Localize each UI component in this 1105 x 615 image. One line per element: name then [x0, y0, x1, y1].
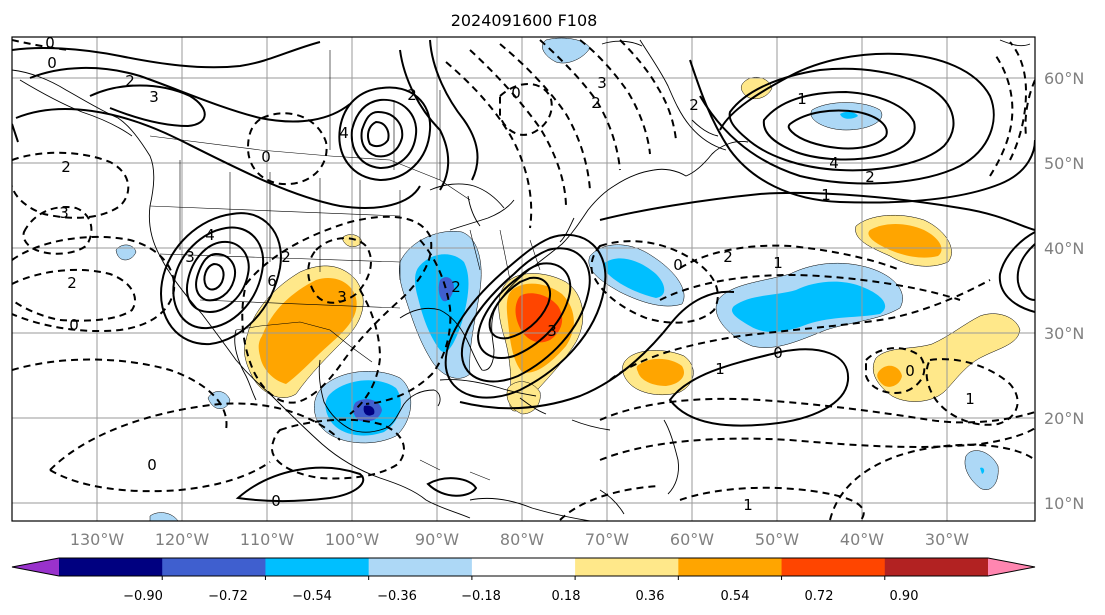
- colorbar-tick-label: 0.36: [636, 589, 665, 604]
- contour-label: 0: [905, 362, 915, 380]
- contour-label: 2: [865, 168, 875, 186]
- lon-tick-label: 130°W: [70, 530, 125, 549]
- contour-label: 2: [689, 96, 699, 114]
- lat-tick-label: 40°N: [1044, 239, 1084, 258]
- colorbar-segment: [162, 558, 266, 576]
- lat-tick-label: 50°N: [1044, 154, 1084, 173]
- contour-label: 3: [547, 322, 557, 340]
- lon-tick-label: 50°W: [755, 530, 799, 549]
- contour-label: 1: [965, 390, 975, 408]
- shading-negative: [115, 37, 999, 521]
- shading-positive: [244, 76, 1021, 415]
- contour-label: 4: [339, 124, 349, 142]
- contour-label: 0: [147, 456, 157, 474]
- contour-label: 3: [597, 74, 607, 92]
- contour-label: 1: [715, 360, 725, 378]
- map-panel: 0 0 2 3 2 3 2 0 3 4 6 2 3 4 0 2 0 2 3 2 …: [12, 34, 1035, 521]
- latitude-labels: 60°N 50°N 40°N 30°N 20°N 10°N: [1044, 69, 1084, 513]
- coastlines: [12, 39, 1031, 521]
- contour-label: 2: [125, 72, 135, 90]
- lon-tick-label: 110°W: [240, 530, 295, 549]
- contour-label: 2: [281, 248, 291, 266]
- colorbar-tick-label: 0.54: [721, 589, 750, 604]
- colorbar-segment: [575, 558, 679, 576]
- contour-label: 2: [61, 158, 71, 176]
- colorbar-tick-label: −0.72: [208, 589, 248, 604]
- contour-label: 0: [511, 84, 521, 102]
- contour-label: 0: [47, 54, 57, 72]
- lat-tick-label: 30°N: [1044, 324, 1084, 343]
- contour-label: 0: [45, 34, 55, 52]
- contour-label: 6: [267, 272, 277, 290]
- contours-negative: [12, 39, 1035, 521]
- contour-label: 4: [205, 226, 215, 244]
- contour-label: 0: [69, 316, 79, 334]
- colorbar-segment: [59, 558, 163, 576]
- lon-tick-label: 60°W: [670, 530, 714, 549]
- colorbar-segment: [368, 558, 473, 576]
- contour-label: 3: [149, 88, 159, 106]
- colorbar-tick-label: 0.72: [805, 589, 834, 604]
- lon-tick-label: 120°W: [155, 530, 210, 549]
- contour-label: 1: [743, 496, 753, 514]
- lon-tick-label: 90°W: [415, 530, 459, 549]
- contour-label: 2: [407, 86, 417, 104]
- contour-label: 3: [337, 288, 347, 306]
- contour-label: 1: [797, 90, 807, 108]
- longitude-labels: 130°W 120°W 110°W 100°W 90°W 80°W 70°W 6…: [70, 530, 969, 549]
- lon-tick-label: 30°W: [925, 530, 969, 549]
- colorbar-segment: [265, 558, 370, 576]
- lat-tick-label: 20°N: [1044, 409, 1084, 428]
- contour-label: 4: [829, 154, 839, 172]
- colorbar-segment: [884, 558, 989, 576]
- lat-tick-label: 10°N: [1044, 494, 1084, 513]
- contour-label: 0: [673, 256, 683, 274]
- contour-label: 2: [723, 248, 733, 266]
- colorbar-tick-label: −0.54: [292, 589, 332, 604]
- lat-tick-label: 60°N: [1044, 69, 1084, 88]
- contour-label: 3: [185, 248, 195, 266]
- colorbar-extend-high: [988, 558, 1035, 576]
- contour-label: 2: [451, 278, 461, 296]
- contour-label: 0: [261, 148, 271, 166]
- lon-tick-label: 80°W: [500, 530, 544, 549]
- colorbar-tick-label: −0.36: [377, 589, 417, 604]
- colorbar-tick-label: −0.18: [461, 589, 501, 604]
- figure-title: 2024091600 F108: [451, 11, 598, 30]
- map-frame: [11, 36, 1036, 522]
- contour-labels: 0 0 2 3 2 3 2 0 3 4 6 2 3 4 0 2 0 2 3 2 …: [45, 34, 975, 514]
- contour-label: 0: [271, 492, 281, 510]
- lon-tick-label: 40°W: [840, 530, 884, 549]
- colorbar-labels: −0.90 −0.72 −0.54 −0.36 −0.18 0.18 0.36 …: [123, 589, 918, 604]
- colorbar-extend-low: [12, 558, 59, 576]
- colorbar-segment: [781, 558, 886, 576]
- contour-label: 3: [59, 204, 69, 222]
- colorbar-tick-label: −0.90: [123, 589, 163, 604]
- contour-label: 2: [591, 94, 601, 112]
- colorbar-segment: [678, 558, 783, 576]
- lon-tick-label: 70°W: [585, 530, 629, 549]
- colorbar-tick-label: 0.90: [890, 589, 919, 604]
- colorbar-segment: [471, 558, 576, 576]
- contour-label: 1: [821, 186, 831, 204]
- contour-label: 2: [67, 274, 77, 292]
- contour-label: 1: [773, 254, 783, 272]
- colorbar-tick-label: 0.18: [552, 589, 581, 604]
- colorbar: [11, 557, 1036, 580]
- contour-label: 0: [773, 344, 783, 362]
- colorbar-outline: [11, 557, 1036, 577]
- lon-tick-label: 100°W: [325, 530, 380, 549]
